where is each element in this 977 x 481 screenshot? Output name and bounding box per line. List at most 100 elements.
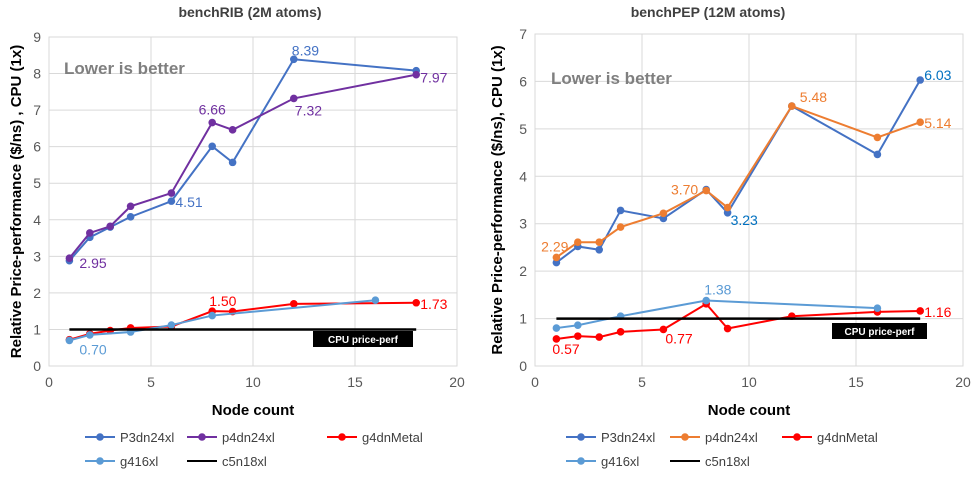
data-point-g4dnMetal: [552, 335, 561, 343]
data-label: 1.50: [209, 293, 236, 309]
y-tick-label: 7: [519, 26, 527, 42]
data-point-p4dn24xl: [208, 118, 216, 127]
data-label: 2.95: [79, 255, 106, 271]
y-tick-label: 1: [33, 321, 41, 337]
y-axis-label: Relative Price-performance ($/ns) , CPU …: [8, 45, 25, 358]
legend-marker-p4dn24xl: [198, 433, 206, 441]
legend-marker-P3dn24xl: [96, 433, 104, 441]
x-tick-label: 0: [45, 374, 53, 390]
plot-area: [48, 36, 458, 367]
y-tick-label: 9: [33, 29, 41, 45]
data-point-p4dn24xl: [788, 102, 796, 110]
data-label: 4.51: [175, 194, 202, 210]
y-tick-label: 0: [33, 358, 41, 374]
cpu-price-perf-label: CPU price-perf: [328, 335, 399, 346]
x-tick-label: 5: [638, 374, 646, 390]
data-point-g416xl: [574, 321, 582, 330]
data-label: 1.16: [924, 304, 951, 320]
series-line-P3dn24xl: [68, 58, 417, 262]
series-line-p4dn24xl: [68, 73, 417, 259]
legend-label: g4dnMetal: [817, 430, 878, 445]
legend-label: c5n18xl: [705, 454, 750, 469]
data-point-p4dn24xl: [723, 203, 732, 212]
data-point-P3dn24xl: [228, 158, 237, 167]
data-point-P3dn24xl: [723, 209, 732, 217]
data-point-p4dn24xl: [290, 94, 298, 103]
data-point-p4dn24xl: [552, 253, 561, 262]
series-line-p4dn24xl: [555, 104, 921, 259]
x-axis-label: Node count: [212, 402, 295, 419]
y-tick-label: 8: [33, 66, 41, 82]
data-point-g4dnMetal: [916, 307, 924, 315]
x-axis-label: Node count: [708, 402, 791, 419]
y-tick-label: 1: [519, 311, 527, 327]
data-point-p4dn24xl: [616, 223, 625, 231]
data-point-p4dn24xl: [412, 70, 421, 79]
y-tick-label: 3: [33, 248, 41, 264]
data-label: 6.03: [924, 67, 951, 83]
legend-marker-g4dnMetal: [338, 433, 346, 441]
data-point-P3dn24xl: [126, 213, 135, 221]
legend-label: g4dnMetal: [362, 430, 423, 445]
data-point-g4dnMetal: [659, 325, 668, 334]
x-tick-label: 10: [245, 374, 261, 390]
data-point-g416xl: [702, 296, 710, 305]
data-point-p4dn24xl: [916, 118, 924, 127]
annotation-lower-is-better: Lower is better: [64, 59, 185, 78]
legend-label: p4dn24xl: [705, 430, 758, 445]
x-tick-label: 20: [449, 374, 465, 390]
data-point-p4dn24xl: [106, 222, 114, 231]
data-point-g416xl: [86, 331, 94, 339]
data-point-p4dn24xl: [167, 189, 176, 197]
annotation-lower-is-better: Lower is better: [551, 69, 672, 88]
chart-2: 0 1 2 3 4 5 6 7 0 5 10 15 20 benchPEP (12M atoms) Node…: [489, 4, 971, 469]
cpu-price-perf-box: [832, 323, 927, 339]
data-point-P3dn24xl: [290, 55, 298, 64]
x-tick-label: 15: [347, 374, 363, 390]
data-point-P3dn24xl: [552, 258, 561, 267]
x-tick-label: 0: [531, 374, 539, 390]
data-point-p4dn24xl: [595, 238, 603, 247]
x-tick-label: 20: [955, 374, 971, 390]
data-point-p4dn24xl: [228, 126, 237, 134]
series-line-P3dn24xl: [555, 79, 922, 264]
legend-marker-g4dnMetal: [793, 433, 801, 441]
chart-title: benchRIB (2M atoms): [178, 4, 321, 20]
series-line-g4dnMetal: [556, 302, 921, 340]
data-label: 7.32: [295, 102, 322, 118]
y-tick-label: 6: [33, 139, 41, 155]
data-point-g4dnMetal: [412, 298, 421, 307]
data-point-g416xl: [552, 324, 561, 332]
data-label: 1.73: [420, 296, 447, 312]
data-point-P3dn24xl: [659, 214, 668, 223]
y-tick-label: 5: [33, 175, 41, 191]
data-point-P3dn24xl: [167, 197, 176, 205]
y-tick-label: 4: [519, 168, 527, 184]
data-point-g4dnMetal: [290, 300, 298, 308]
data-point-g416xl: [208, 311, 216, 320]
y-tick-label: 6: [519, 73, 527, 89]
chart-1: 0 1 2 3 4 5 6 7 8 9 0 5 10 15 20 benchRIB (2M atoms) Nod…: [8, 4, 465, 469]
data-point-p4dn24xl: [702, 186, 710, 195]
chart-title: benchPEP (12M atoms): [631, 4, 786, 20]
data-point-p4dn24xl: [65, 254, 74, 262]
y-tick-label: 3: [519, 216, 527, 232]
data-label: 5.14: [924, 115, 951, 131]
legend-marker-g416xl: [577, 457, 585, 465]
data-label: 0.70: [79, 341, 106, 357]
data-label: 8.39: [292, 42, 319, 58]
data-point-p4dn24xl: [574, 238, 582, 247]
cpu-price-perf-box: [313, 331, 413, 347]
y-tick-label: 4: [33, 212, 41, 228]
data-label: 0.77: [665, 330, 692, 346]
data-label: 0.57: [552, 341, 579, 357]
cpu-price-perf-label: CPU price-perf: [844, 327, 915, 338]
data-point-P3dn24xl: [873, 150, 882, 159]
x-tick-label: 10: [741, 374, 757, 390]
y-tick-label: 2: [33, 285, 41, 301]
data-point-g416xl: [65, 336, 74, 345]
data-label: 1.38: [704, 282, 731, 298]
legend-label: c5n18xl: [222, 454, 267, 469]
data-point-P3dn24xl: [208, 142, 216, 151]
